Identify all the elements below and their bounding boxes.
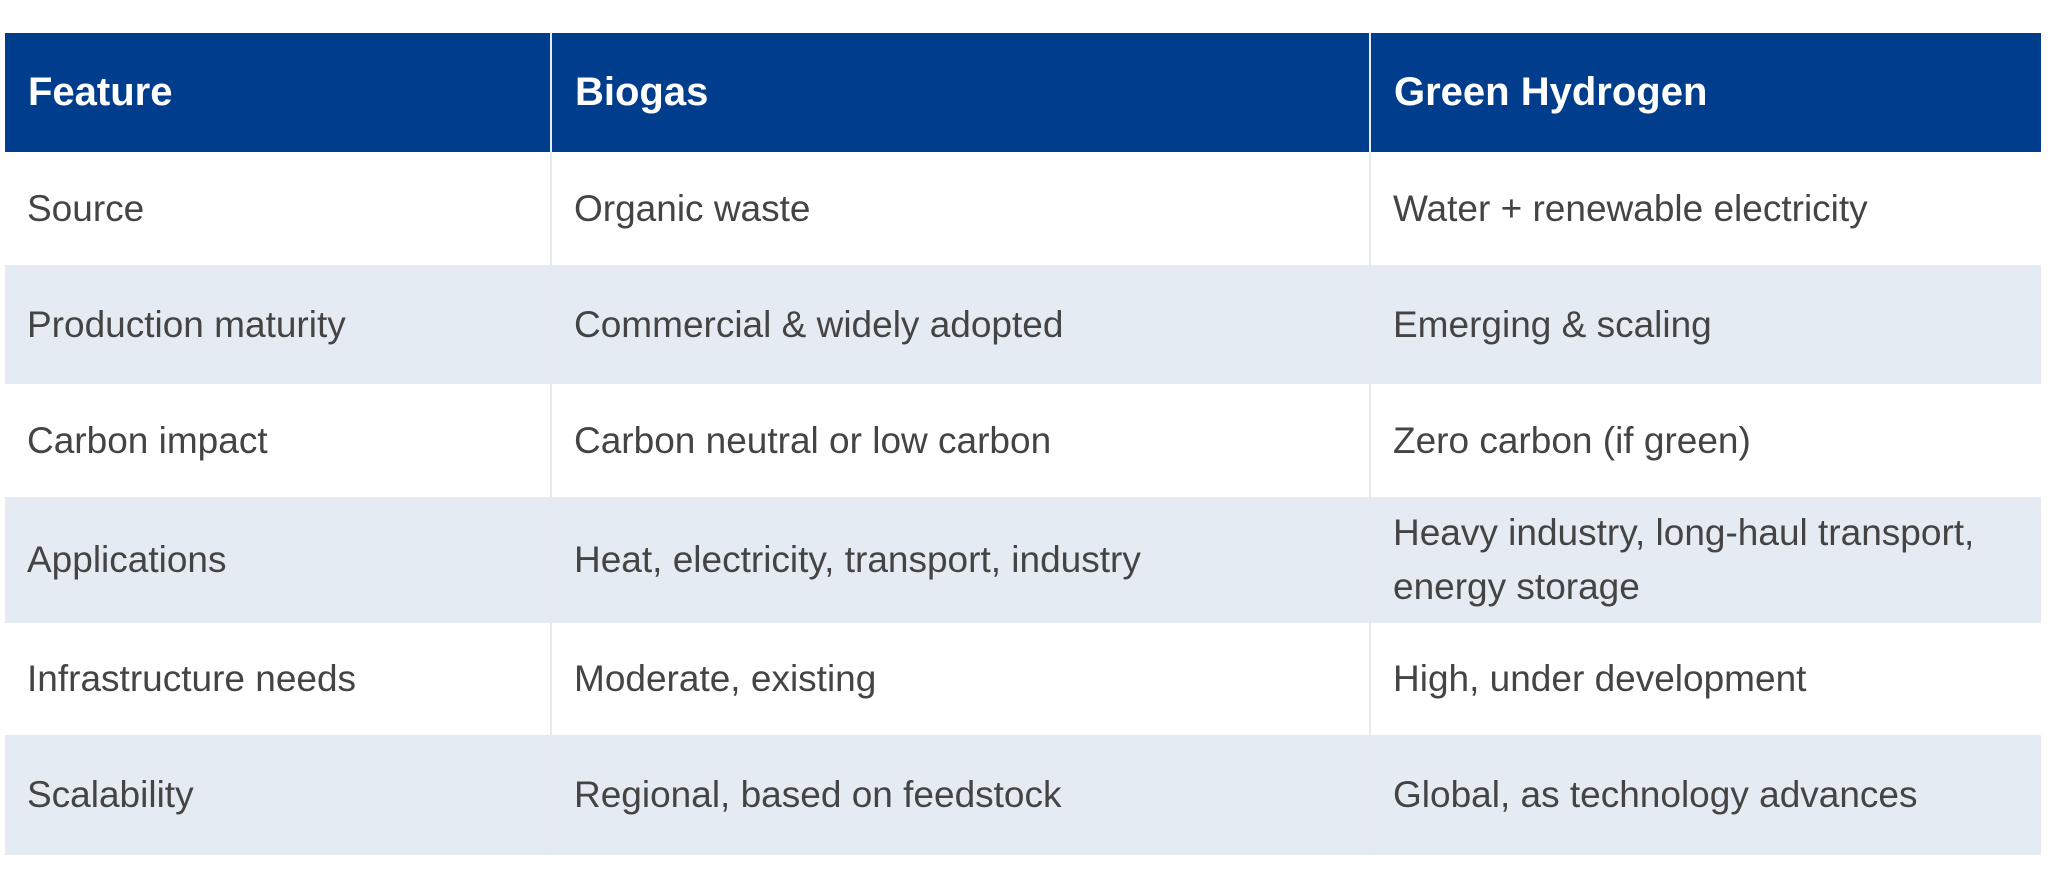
table-row: Applications Heat, electricity, transpor… [5,497,2041,623]
table-row: Source Organic waste Water + renewable e… [5,152,2041,265]
table-row: Infrastructure needs Moderate, existing … [5,623,2041,735]
feature-cell: Carbon impact [5,384,552,497]
biogas-cell: Commercial & widely adopted [551,265,1371,384]
table-row: Carbon impact Carbon neutral or low carb… [5,384,2041,497]
hydrogen-cell: High, under development [1370,623,2041,735]
feature-cell: Scalability [5,735,552,855]
header-biogas: Biogas [551,33,1371,152]
header-row: Feature Biogas Green Hydrogen [5,33,2041,152]
hydrogen-cell: Emerging & scaling [1370,265,2041,384]
header-feature: Feature [5,33,552,152]
table-row: Production maturity Commercial & widely … [5,265,2041,384]
biogas-cell: Regional, based on feedstock [551,735,1371,855]
biogas-cell: Carbon neutral or low carbon [551,384,1371,497]
hydrogen-cell: Water + renewable electricity [1370,152,2041,265]
feature-cell: Applications [5,497,552,623]
hydrogen-cell: Heavy industry, long-haul transport, ene… [1370,497,2041,623]
biogas-cell: Organic waste [551,152,1371,265]
table-row: Scalability Regional, based on feedstock… [5,735,2041,855]
feature-cell: Infrastructure needs [5,623,552,735]
hydrogen-cell: Global, as technology advances [1370,735,2041,855]
feature-cell: Production maturity [5,265,552,384]
biogas-cell: Heat, electricity, transport, industry [551,497,1371,623]
comparison-table: Feature Biogas Green Hydrogen Source Org… [5,33,2041,855]
biogas-cell: Moderate, existing [551,623,1371,735]
feature-cell: Source [5,152,552,265]
hydrogen-cell: Zero carbon (if green) [1370,384,2041,497]
header-green-hydrogen: Green Hydrogen [1370,33,2041,152]
